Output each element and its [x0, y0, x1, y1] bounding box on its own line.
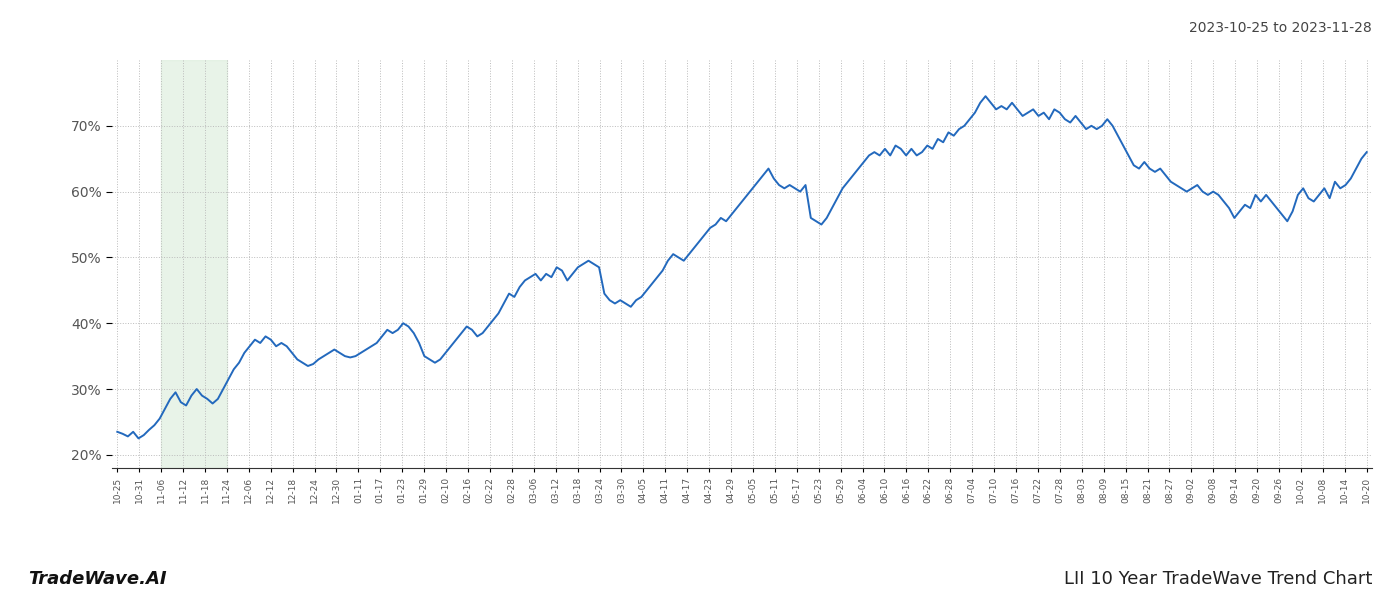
Text: TradeWave.AI: TradeWave.AI — [28, 570, 167, 588]
Bar — [161, 60, 227, 468]
Text: 2023-10-25 to 2023-11-28: 2023-10-25 to 2023-11-28 — [1189, 21, 1372, 35]
Text: LII 10 Year TradeWave Trend Chart: LII 10 Year TradeWave Trend Chart — [1064, 570, 1372, 588]
